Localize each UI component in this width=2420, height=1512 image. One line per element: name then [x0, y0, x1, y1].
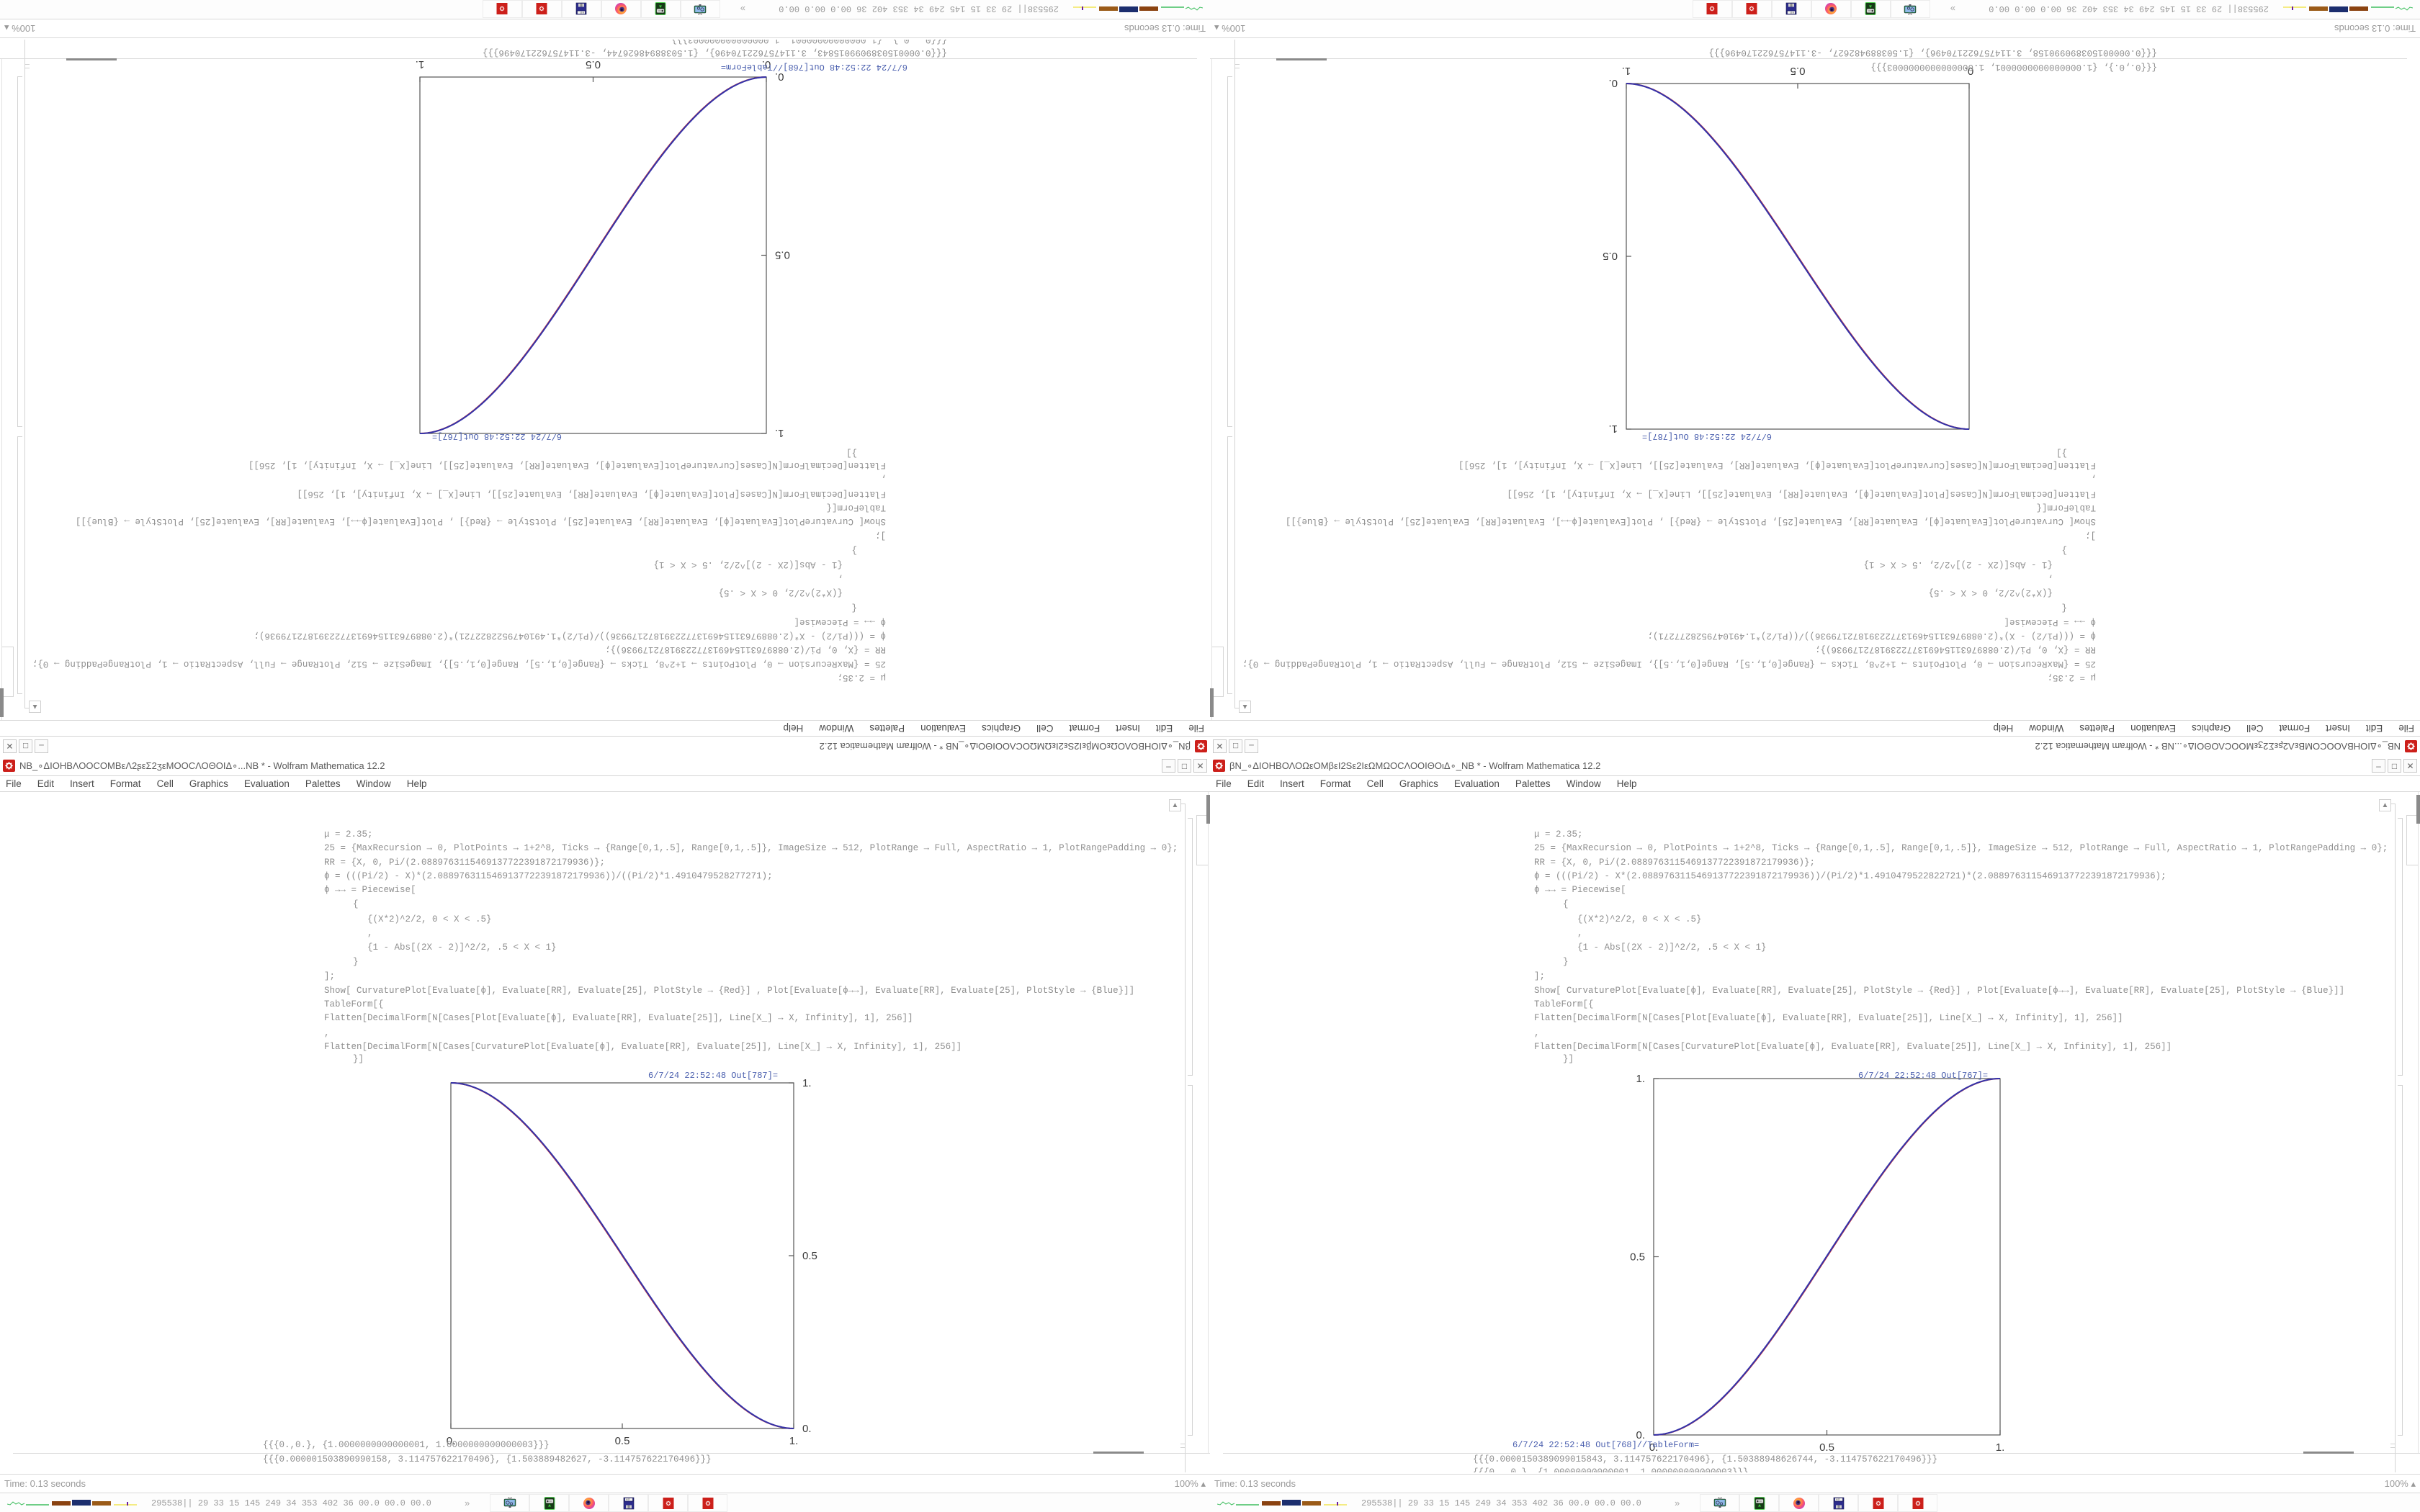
svg-text:0.5: 0.5 — [802, 1250, 817, 1262]
svg-text:0.5: 0.5 — [615, 1435, 630, 1447]
svg-text:1.: 1. — [802, 1077, 812, 1089]
svg-text:0.5: 0.5 — [1819, 1441, 1834, 1454]
svg-text:1.: 1. — [1608, 423, 1618, 435]
svg-text:1.: 1. — [789, 1435, 799, 1447]
svg-text:0.: 0. — [775, 71, 784, 83]
svg-text:0.5: 0.5 — [586, 58, 601, 71]
svg-text:0.5: 0.5 — [775, 249, 790, 261]
svg-text:1.: 1. — [775, 427, 784, 439]
svg-text:0.: 0. — [802, 1423, 812, 1435]
svg-text:1.: 1. — [1996, 1441, 2005, 1454]
svg-text:0.5: 0.5 — [1791, 65, 1806, 77]
svg-text:0.: 0. — [1608, 77, 1618, 89]
svg-text:1.: 1. — [1622, 65, 1631, 77]
svg-text:1.: 1. — [1636, 1073, 1645, 1085]
svg-text:0.5: 0.5 — [1630, 1251, 1645, 1264]
svg-text:ed: ed — [1836, 1498, 1839, 1501]
svg-text:0.5: 0.5 — [1603, 250, 1618, 262]
svg-text:ed: ed — [626, 1498, 629, 1501]
svg-text:1.: 1. — [416, 58, 425, 71]
